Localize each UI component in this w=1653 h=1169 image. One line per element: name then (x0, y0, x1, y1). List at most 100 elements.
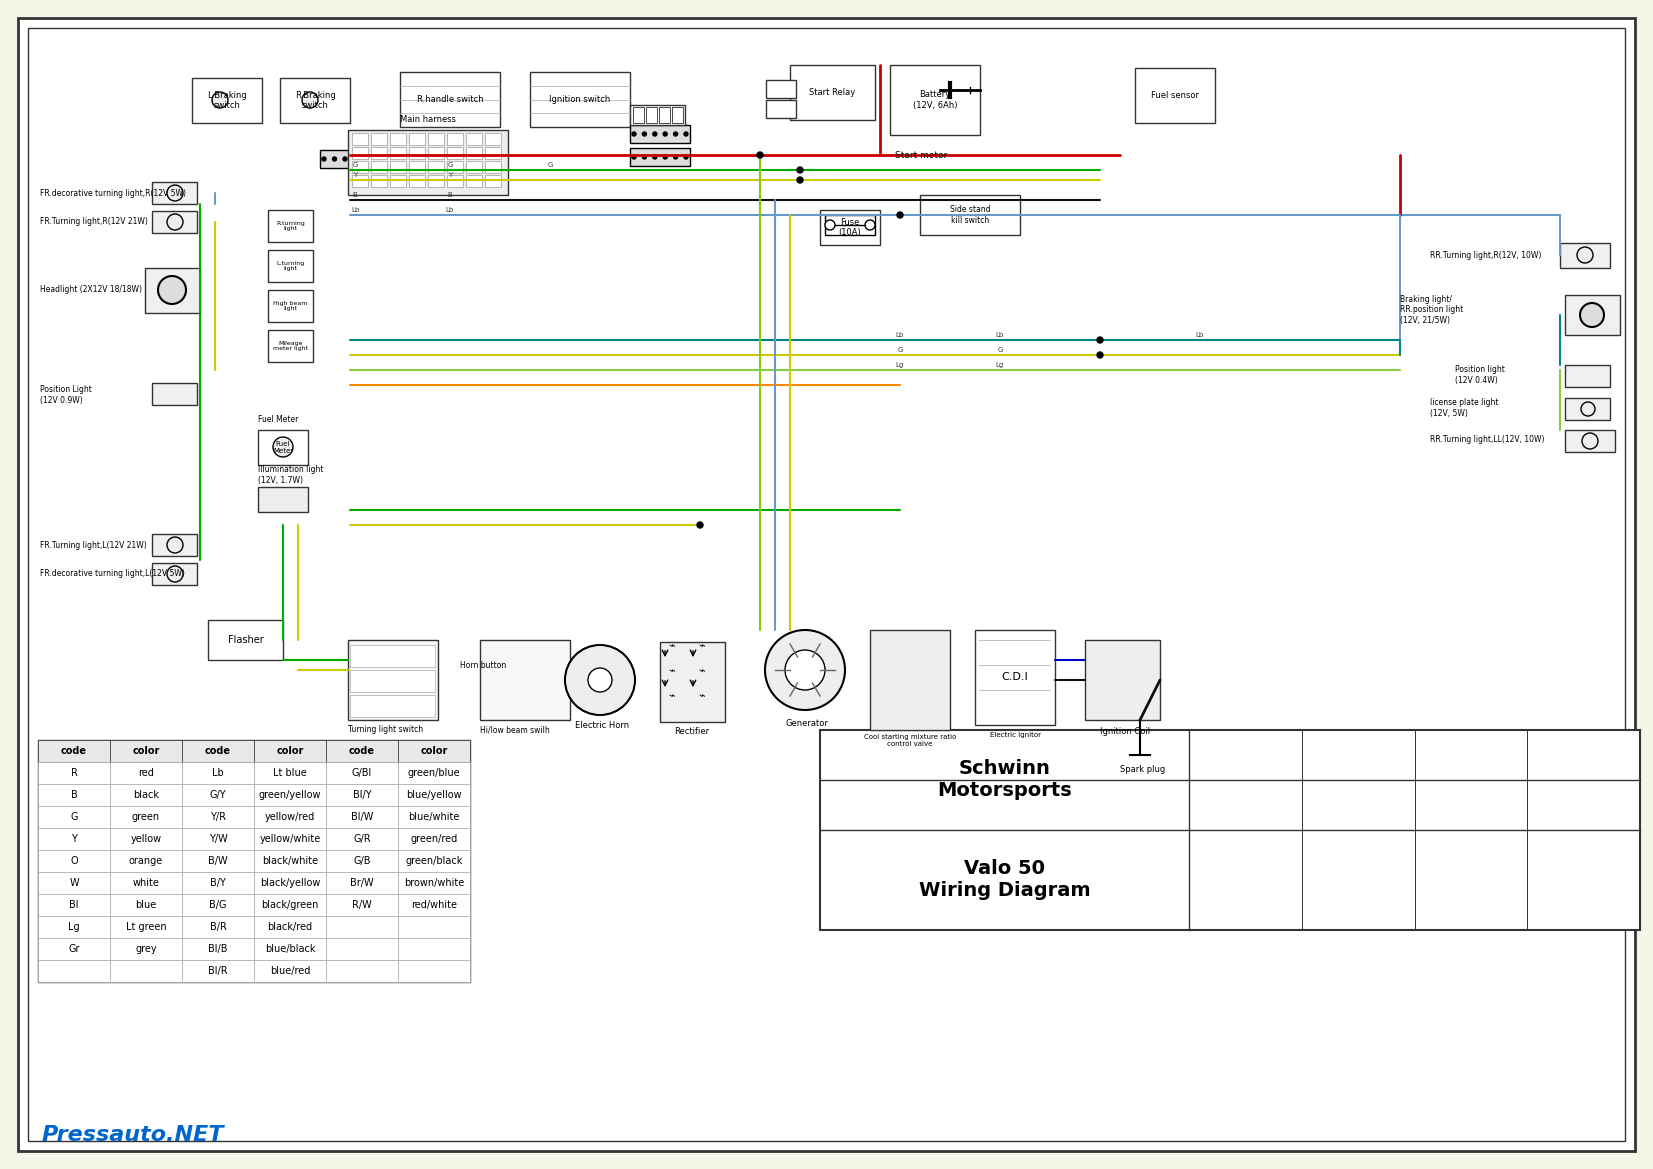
Bar (38, 740, 469, 982)
Circle shape (653, 132, 656, 136)
Bar (398, 828, 469, 850)
Text: Br/W: Br/W (350, 878, 374, 888)
Text: Schwinn
Motorsports: Schwinn Motorsports (937, 760, 1071, 801)
Bar (255, 740, 326, 762)
Bar (398, 894, 469, 916)
Text: Bl/B: Bl/B (208, 945, 228, 954)
Text: color: color (132, 746, 160, 756)
Bar (279, 78, 350, 123)
Bar (352, 175, 369, 187)
Bar (400, 72, 499, 127)
Bar (111, 960, 182, 982)
Bar (484, 133, 501, 145)
Bar (38, 894, 111, 916)
Text: black/white: black/white (261, 856, 317, 866)
Text: RR.Turning light,R(12V, 10W): RR.Turning light,R(12V, 10W) (1430, 250, 1541, 260)
Circle shape (674, 155, 678, 159)
Text: R/W: R/W (352, 900, 372, 909)
Text: color: color (276, 746, 304, 756)
Bar (152, 182, 197, 205)
Bar (182, 872, 255, 894)
Text: R.turning
light: R.turning light (276, 221, 304, 231)
Text: B/G: B/G (210, 900, 226, 909)
Bar (326, 894, 398, 916)
Text: code: code (61, 746, 88, 756)
Text: L.turning
light: L.turning light (276, 261, 304, 271)
Bar (350, 670, 435, 692)
Bar (390, 175, 407, 187)
Text: red/white: red/white (412, 900, 456, 909)
Circle shape (167, 214, 183, 230)
Bar (1565, 397, 1610, 420)
Circle shape (797, 177, 803, 184)
Text: Bl/Y: Bl/Y (352, 790, 372, 800)
Bar (630, 148, 689, 166)
Text: Battery
(12V, 6Ah): Battery (12V, 6Ah) (912, 90, 957, 110)
Text: ⌁: ⌁ (698, 692, 704, 703)
Circle shape (167, 537, 183, 553)
Bar (255, 850, 326, 872)
Bar (111, 784, 182, 805)
Text: B: B (448, 192, 453, 198)
Text: FR.decorative turning light,R(12V 5W): FR.decorative turning light,R(12V 5W) (40, 188, 187, 198)
Bar (326, 828, 398, 850)
Text: Side stand
kill switch: Side stand kill switch (950, 206, 990, 224)
Bar (321, 150, 370, 168)
Circle shape (1098, 352, 1103, 358)
Text: High beam
light: High beam light (273, 300, 307, 311)
Text: brown/white: brown/white (403, 878, 464, 888)
Bar (660, 108, 669, 123)
Text: G: G (69, 812, 78, 822)
Circle shape (643, 155, 646, 159)
Text: B: B (352, 192, 357, 198)
Circle shape (159, 276, 187, 304)
Bar (466, 175, 483, 187)
Circle shape (631, 132, 636, 136)
Circle shape (797, 167, 803, 173)
Bar (370, 147, 387, 159)
Circle shape (898, 212, 903, 217)
Text: yellow: yellow (131, 833, 162, 844)
Circle shape (588, 667, 612, 692)
Text: red: red (139, 768, 154, 779)
Text: Fuel
Meter: Fuel Meter (273, 441, 293, 454)
Bar (258, 430, 307, 465)
Text: green: green (132, 812, 160, 822)
Bar (466, 133, 483, 145)
Bar (408, 147, 425, 159)
Text: Y: Y (352, 172, 357, 178)
Circle shape (392, 157, 397, 161)
Bar (390, 147, 407, 159)
Text: Flasher: Flasher (228, 635, 263, 645)
Text: Y/W: Y/W (208, 833, 228, 844)
Text: R.Braking
switch: R.Braking switch (294, 91, 336, 110)
Bar (182, 784, 255, 805)
Bar (1136, 68, 1215, 123)
Bar (255, 938, 326, 960)
Text: Braking light/
RR.position light
(12V, 21/5W): Braking light/ RR.position light (12V, 2… (1400, 295, 1463, 325)
Bar (869, 630, 950, 729)
Text: Pressauto.NET: Pressauto.NET (41, 1125, 225, 1144)
Circle shape (565, 645, 635, 715)
Bar (765, 79, 797, 98)
Bar (390, 161, 407, 173)
Text: Lg: Lg (896, 362, 904, 368)
Bar (326, 784, 398, 805)
Text: Lg: Lg (68, 922, 79, 932)
Text: Bl: Bl (69, 900, 79, 909)
Circle shape (425, 157, 428, 161)
Bar (790, 65, 874, 120)
Text: Position Light
(12V 0.9W): Position Light (12V 0.9W) (40, 386, 93, 404)
Text: Mileage
meter light: Mileage meter light (273, 340, 307, 352)
Text: Lb: Lb (896, 332, 904, 338)
Bar (111, 872, 182, 894)
Bar (38, 762, 111, 784)
Text: Bl/W: Bl/W (350, 812, 374, 822)
Bar (428, 161, 445, 173)
Bar (428, 175, 445, 187)
Text: W: W (69, 878, 79, 888)
Circle shape (663, 155, 668, 159)
Text: ⌁: ⌁ (668, 667, 674, 677)
Bar (255, 784, 326, 805)
Bar (182, 740, 255, 762)
